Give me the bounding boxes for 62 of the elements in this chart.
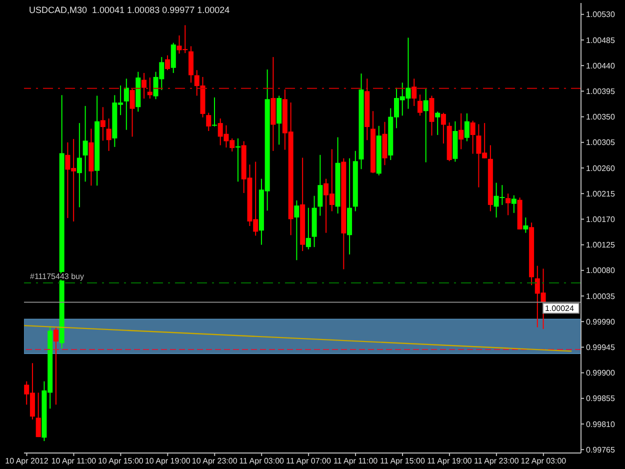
candlestick — [124, 78, 129, 130]
candlestick — [523, 216, 528, 234]
candlestick — [53, 326, 58, 406]
candlestick — [170, 42, 176, 74]
x-tick-label: 12 Apr 03:00 — [520, 456, 567, 466]
candlestick — [106, 118, 112, 152]
candlestick — [76, 122, 82, 208]
x-tick-label: 11 Apr 11:00 — [333, 456, 378, 466]
candlestick — [470, 120, 476, 154]
candlestick — [318, 154, 323, 216]
candlestick — [511, 194, 516, 214]
candlestick — [212, 96, 217, 127]
x-tick-label: 11 Apr 23:00 — [474, 456, 520, 466]
y-tick-label: 1.00530 — [586, 10, 616, 20]
y-tick-label: 1.00395 — [586, 87, 616, 96]
y-tick-label: 1.00350 — [586, 112, 616, 122]
candlestick — [423, 88, 428, 163]
candlestick — [82, 105, 88, 182]
y-tick-label: 1.00260 — [586, 164, 616, 173]
x-tick-label: 10 Apr 19:00 — [144, 456, 191, 466]
candlestick — [130, 88, 135, 138]
y-tick-label: 0.99810 — [586, 420, 616, 429]
candlestick — [100, 106, 106, 142]
y-tick-label: 1.00215 — [586, 189, 616, 198]
candlestick — [206, 112, 212, 132]
candlestick — [306, 207, 311, 250]
candlestick — [458, 112, 464, 150]
y-tick-label: 1.00305 — [586, 138, 616, 148]
candlestick — [417, 94, 422, 116]
x-tick-label: 11 Apr 07:00 — [286, 456, 332, 466]
candlestick — [165, 54, 170, 71]
y-tick-label: 1.00170 — [586, 215, 616, 224]
y-tick-label: 0.99945 — [586, 343, 616, 352]
ref-line-label: 1.00024 — [545, 304, 574, 314]
y-tick-label: 1.00485 — [586, 36, 616, 45]
x-tick-label: 10 Apr 23:00 — [192, 456, 238, 466]
x-tick-label: 11 Apr 15:00 — [380, 456, 426, 466]
y-tick-label: 1.00035 — [586, 292, 616, 301]
y-tick-label: 1.00440 — [586, 61, 616, 70]
candlestick — [435, 111, 440, 136]
candlestick — [36, 392, 41, 438]
candlestick — [412, 78, 417, 106]
candlestick — [464, 112, 470, 142]
candlestick — [188, 46, 194, 84]
candlestick — [147, 77, 152, 100]
candlestick — [294, 200, 300, 261]
x-tick-label: 11 Apr 19:00 — [427, 456, 472, 466]
candlestick — [429, 95, 434, 136]
x-tick-label: 10 Apr 11:00 — [51, 456, 97, 466]
x-tick-label: 10 Apr 2012 — [5, 456, 49, 466]
y-tick-label: 0.99990 — [586, 317, 616, 326]
y-tick-label: 0.99765 — [586, 445, 616, 454]
x-tick-label: 11 Apr 03:00 — [239, 456, 285, 466]
y-tick-label: 0.99855 — [586, 394, 616, 404]
chart-title: USDCAD,M30 1.00041 1.00083 0.99977 1.00024 — [29, 5, 230, 15]
y-tick-label: 0.99900 — [586, 368, 616, 378]
candlestick — [142, 72, 147, 100]
candlestick — [440, 112, 446, 144]
y-tick-label: 1.00125 — [586, 240, 616, 250]
y-tick-label: 1.00080 — [586, 266, 616, 276]
candlestick — [506, 193, 511, 216]
x-tick-label: 10 Apr 15:00 — [98, 456, 144, 466]
